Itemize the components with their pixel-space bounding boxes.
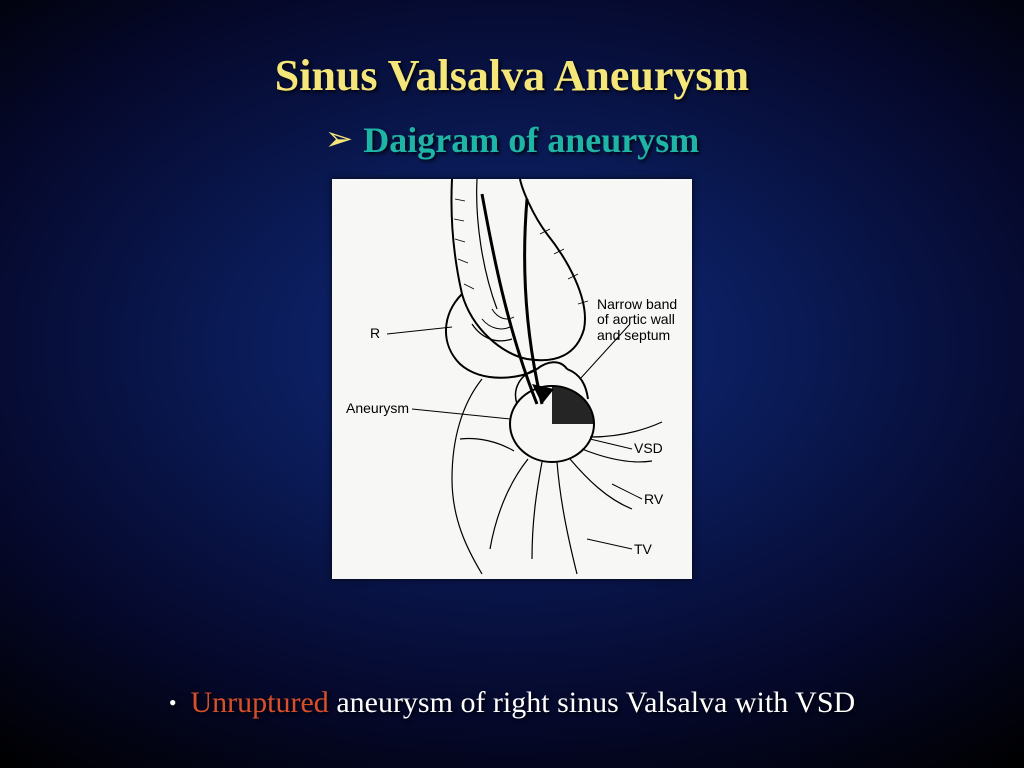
caption-rest: aneurysm of right sinus Valsalva with VS… (329, 686, 855, 719)
figure-label-aneurysm: Aneurysm (346, 401, 409, 416)
figure-label-vsd: VSD (634, 441, 663, 456)
figure-container: R Narrow band of aortic wall and septum … (0, 179, 1024, 579)
caption: • Unruptured aneurysm of right sinus Val… (0, 686, 1024, 720)
caption-text: Unruptured aneurysm of right sinus Valsa… (191, 686, 856, 720)
figure-label-narrow-band: Narrow band of aortic wall and septum (597, 297, 689, 343)
anatomy-svg (332, 179, 692, 579)
subtitle-bullet-icon: ➢ (325, 123, 354, 157)
figure-label-tv: TV (634, 542, 652, 557)
slide-title: Sinus Valsalva Aneurysm (0, 50, 1024, 101)
caption-bullet-icon: • (169, 690, 177, 716)
figure-label-rv: RV (644, 492, 663, 507)
anatomy-figure: R Narrow band of aortic wall and septum … (332, 179, 692, 579)
slide: Sinus Valsalva Aneurysm ➢ Daigram of ane… (0, 0, 1024, 768)
slide-subtitle: Daigram of aneurysm (363, 119, 699, 161)
subtitle-row: ➢ Daigram of aneurysm (0, 119, 1024, 161)
figure-label-r: R (370, 326, 380, 341)
caption-emphasis: Unruptured (191, 686, 329, 719)
